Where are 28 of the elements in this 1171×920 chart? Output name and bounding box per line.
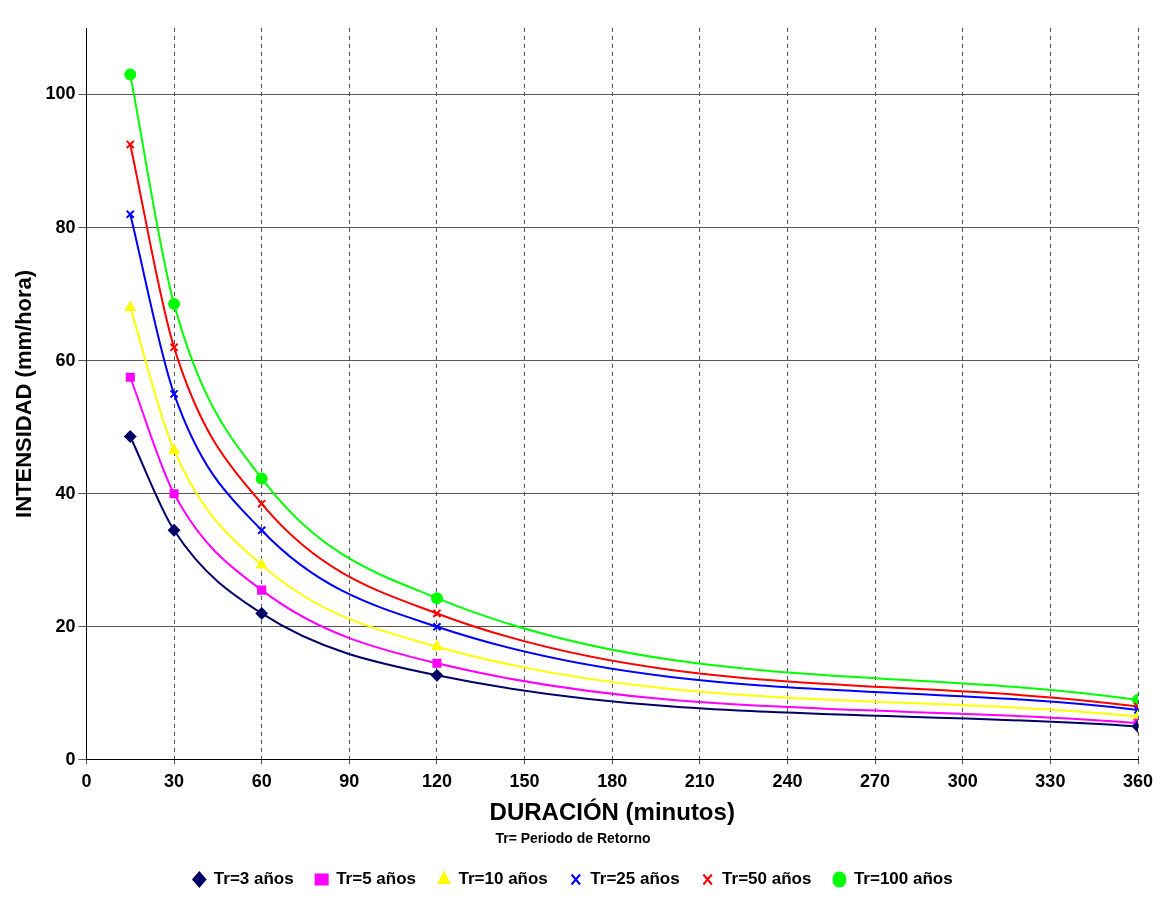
y-axis-title: INTENSIDAD (mm/hora)	[11, 269, 37, 518]
x-tick-label: 210	[684, 770, 715, 791]
legend-title: Tr= Periodo de Retorno	[495, 830, 651, 847]
y-tick-label: 0	[65, 748, 76, 769]
legend-label: Tr=3 años	[213, 869, 294, 889]
legend-label: Tr=10 años	[458, 869, 548, 889]
y-tick-label: 100	[45, 83, 76, 104]
x-tick-label: 60	[251, 770, 272, 791]
x-tick-label: 270	[860, 770, 891, 791]
x-tick-label: 300	[947, 770, 978, 791]
x-tick-label: 0	[81, 770, 92, 791]
legend-label: Tr=5 años	[336, 869, 417, 889]
legend-label: Tr=100 años	[853, 869, 953, 889]
legend-label: Tr=50 años	[722, 869, 812, 889]
x-tick-label: 330	[1035, 770, 1066, 791]
y-tick-label: 20	[55, 615, 76, 636]
x-tick-label: 150	[509, 770, 540, 791]
x-tick-label: 120	[421, 770, 452, 791]
x-tick-label: 30	[164, 770, 185, 791]
x-tick-label: 360	[1122, 770, 1154, 791]
x-axis-title: DURACIÓN (minutos)	[489, 798, 735, 826]
x-tick-label: 180	[597, 770, 628, 791]
x-tick-label: 90	[339, 770, 360, 791]
y-tick-label: 80	[55, 216, 76, 237]
x-tick-label: 240	[772, 770, 803, 791]
legend-label: Tr=25 años	[590, 869, 680, 889]
y-tick-label: 40	[55, 482, 76, 503]
y-tick-label: 60	[55, 349, 76, 370]
